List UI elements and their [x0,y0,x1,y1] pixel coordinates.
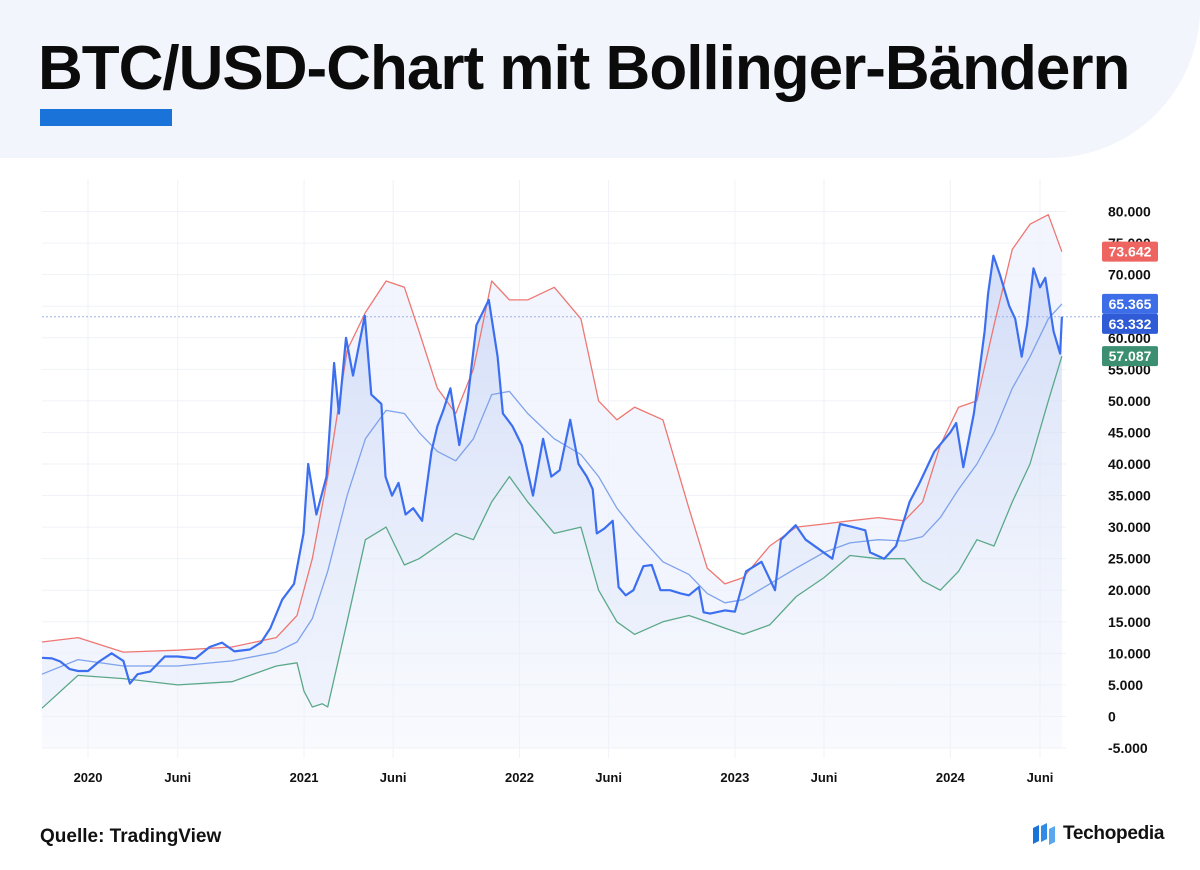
brand: Techopedia [1033,822,1164,846]
bollinger-chart: -5.000 0 5.000 10.000 15.000 20.000 25.000 30.0… [41,180,1158,785]
x-tick-label: 2024 [936,770,966,785]
x-tick-label: Juni [811,770,838,785]
x-tick-label: 2022 [505,770,534,785]
y-tick-label: 50.000 [1108,393,1151,409]
title-accent-bar [40,109,172,126]
techopedia-logo-icon [1033,823,1055,845]
price-line [41,254,1063,685]
y-axis-ticks: -5.000 0 5.000 10.000 15.000 20.000 25.000 30.0… [1108,204,1151,756]
y-tick-label: 40.000 [1108,456,1151,472]
value-tag-background [1102,346,1158,367]
value-tag-background [1102,241,1158,262]
x-tick-label: Juni [164,770,191,785]
y-tick-label: 5.000 [1108,677,1143,693]
upper-line [41,214,1063,653]
x-tick-label: 2020 [74,770,103,785]
chart-lines [41,214,1104,709]
value-tag-label: 63.332 [1109,316,1152,332]
x-tick-label: Juni [595,770,622,785]
value-tag-label: 65.365 [1109,296,1152,312]
y-tick-label: 35.000 [1108,488,1151,504]
y-tick-label: 70.000 [1108,267,1151,283]
x-tick-label: Juni [380,770,407,785]
chart-title: BTC/USD-Chart mit Bollinger-Bändern [38,34,1130,103]
value-tag-label: 73.642 [1109,244,1152,260]
chart-areas [42,214,1062,748]
y-tick-label: 25.000 [1108,551,1151,567]
value-tag-lower: 57.087 [1102,346,1158,367]
y-tick-label: 0 [1108,708,1116,724]
x-axis-ticks: 2020 Juni 2021 Juni 2022 Juni 2023 Juni 2024 Juni [74,770,1054,785]
header-background [0,0,1200,158]
value-tags: 73.642 65.365 63.332 57.087 [1102,241,1158,367]
value-tag-upper: 73.642 [1102,241,1158,262]
brand-name: Techopedia [1063,823,1165,844]
x-tick-label: 2021 [290,770,319,785]
y-tick-label: 10.000 [1108,645,1151,661]
y-tick-label: 80.000 [1108,204,1151,220]
x-tick-label: Juni [1027,770,1054,785]
y-tick-label: 30.000 [1108,519,1151,535]
y-tick-label: 45.000 [1108,424,1151,440]
y-tick-label: 20.000 [1108,582,1151,598]
x-tick-label: 2023 [720,770,749,785]
lower-line [41,356,1063,709]
value-tag-label: 57.087 [1109,348,1152,364]
value-tag-middle: 65.365 [1102,293,1158,314]
price-area-fill [42,255,1062,748]
value-tag-price: 63.332 [1102,313,1158,334]
value-tag-background [1102,313,1158,334]
y-tick-label: 15.000 [1108,614,1151,630]
y-tick-label: -5.000 [1108,740,1148,756]
value-tag-background [1102,293,1158,314]
source-note: Quelle: TradingView [40,826,222,847]
middle-line [41,303,1063,675]
